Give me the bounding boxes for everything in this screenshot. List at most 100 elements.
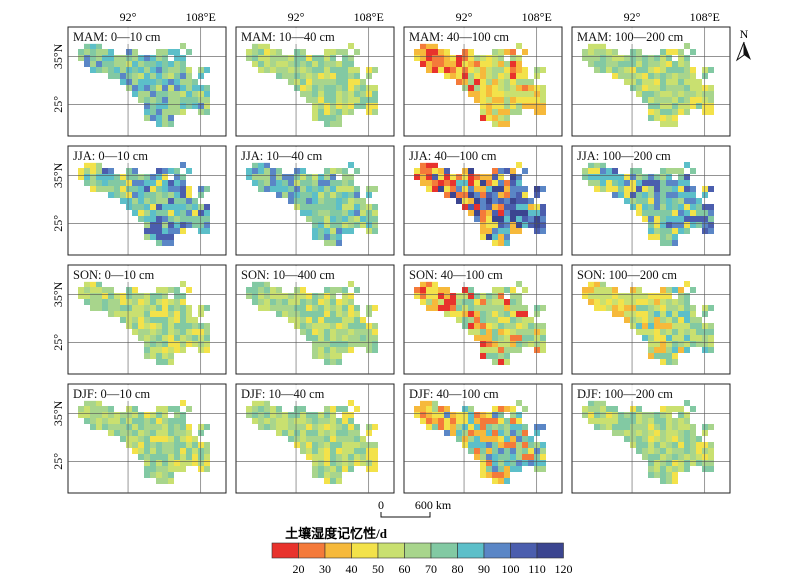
raster-cell — [522, 329, 528, 335]
raster-cell — [486, 204, 492, 210]
raster-cell — [642, 174, 648, 180]
raster-cell — [180, 305, 186, 311]
raster-cell — [474, 323, 480, 329]
raster-cell — [132, 186, 138, 192]
raster-cell — [306, 442, 312, 448]
raster-cell — [144, 198, 150, 204]
raster-cell — [654, 412, 660, 418]
raster-cell — [510, 412, 516, 418]
raster-cell — [348, 281, 354, 287]
raster-cell — [330, 216, 336, 222]
raster-cell — [690, 317, 696, 323]
raster-cell — [324, 121, 330, 127]
raster-cell — [678, 299, 684, 305]
panel-label: JJA: 100—200 cm — [577, 149, 671, 163]
raster-cell — [264, 424, 270, 430]
raster-cell — [438, 180, 444, 186]
raster-cell — [486, 311, 492, 317]
raster-cell — [276, 293, 282, 299]
raster-cell — [330, 359, 336, 365]
raster-cell — [540, 186, 546, 192]
raster-cell — [138, 293, 144, 299]
raster-cell — [486, 305, 492, 311]
raster-cell — [690, 204, 696, 210]
raster-cell — [180, 448, 186, 454]
raster-cell — [204, 460, 210, 466]
raster-cell — [678, 418, 684, 424]
raster-cell — [348, 216, 354, 222]
raster-cell — [678, 109, 684, 115]
raster-cell — [168, 329, 174, 335]
raster-cell — [96, 281, 102, 287]
raster-cell — [150, 198, 156, 204]
raster-cell — [90, 67, 96, 73]
raster-cell — [510, 442, 516, 448]
raster-cell — [690, 448, 696, 454]
raster-cell — [318, 305, 324, 311]
raster-cell — [324, 299, 330, 305]
raster-cell — [288, 299, 294, 305]
raster-cell — [312, 305, 318, 311]
raster-cell — [522, 222, 528, 228]
raster-cell — [594, 424, 600, 430]
raster-cell — [696, 97, 702, 103]
raster-cell — [678, 174, 684, 180]
raster-cell — [324, 216, 330, 222]
raster-cell — [492, 49, 498, 55]
raster-cell — [504, 466, 510, 472]
raster-cell — [654, 424, 660, 430]
raster-cell — [78, 174, 84, 180]
raster-cell — [276, 168, 282, 174]
raster-cell — [348, 180, 354, 186]
raster-cell — [204, 341, 210, 347]
raster-cell — [486, 293, 492, 299]
raster-cell — [150, 103, 156, 109]
raster-cell — [354, 311, 360, 317]
raster-cell — [654, 317, 660, 323]
raster-cell — [156, 49, 162, 55]
raster-cell — [252, 61, 258, 67]
raster-cell — [126, 168, 132, 174]
raster-cell — [540, 97, 546, 103]
panel-label-background — [69, 266, 173, 282]
raster-cell — [144, 418, 150, 424]
raster-cell — [654, 198, 660, 204]
raster-cell — [648, 103, 654, 109]
raster-cell — [300, 311, 306, 317]
raster-cell — [324, 55, 330, 61]
raster-cell — [528, 210, 534, 216]
raster-cell — [84, 49, 90, 55]
raster-cell — [486, 436, 492, 442]
raster-cell — [504, 109, 510, 115]
raster-cell — [336, 216, 342, 222]
raster-cell — [498, 472, 504, 478]
raster-cell — [144, 335, 150, 341]
raster-cell — [666, 240, 672, 246]
raster-cell — [300, 192, 306, 198]
raster-cell — [498, 121, 504, 127]
raster-cell — [486, 79, 492, 85]
raster-cell — [480, 115, 486, 121]
raster-cell — [78, 406, 84, 412]
raster-cell — [462, 198, 468, 204]
raster-cell — [264, 186, 270, 192]
raster-cell — [162, 317, 168, 323]
raster-cell — [336, 210, 342, 216]
raster-cell — [324, 228, 330, 234]
raster-cell — [600, 168, 606, 174]
raster-cell — [486, 180, 492, 186]
raster-cell — [174, 186, 180, 192]
raster-cell — [144, 192, 150, 198]
raster-cell — [594, 180, 600, 186]
raster-cell — [318, 454, 324, 460]
raster-cell — [318, 73, 324, 79]
raster-cell — [678, 347, 684, 353]
raster-cell — [150, 305, 156, 311]
raster-cell — [666, 55, 672, 61]
raster-cell — [630, 418, 636, 424]
raster-cell — [96, 49, 102, 55]
raster-cell — [324, 448, 330, 454]
raster-cell — [684, 412, 690, 418]
raster-cell — [186, 216, 192, 222]
raster-cell — [144, 91, 150, 97]
